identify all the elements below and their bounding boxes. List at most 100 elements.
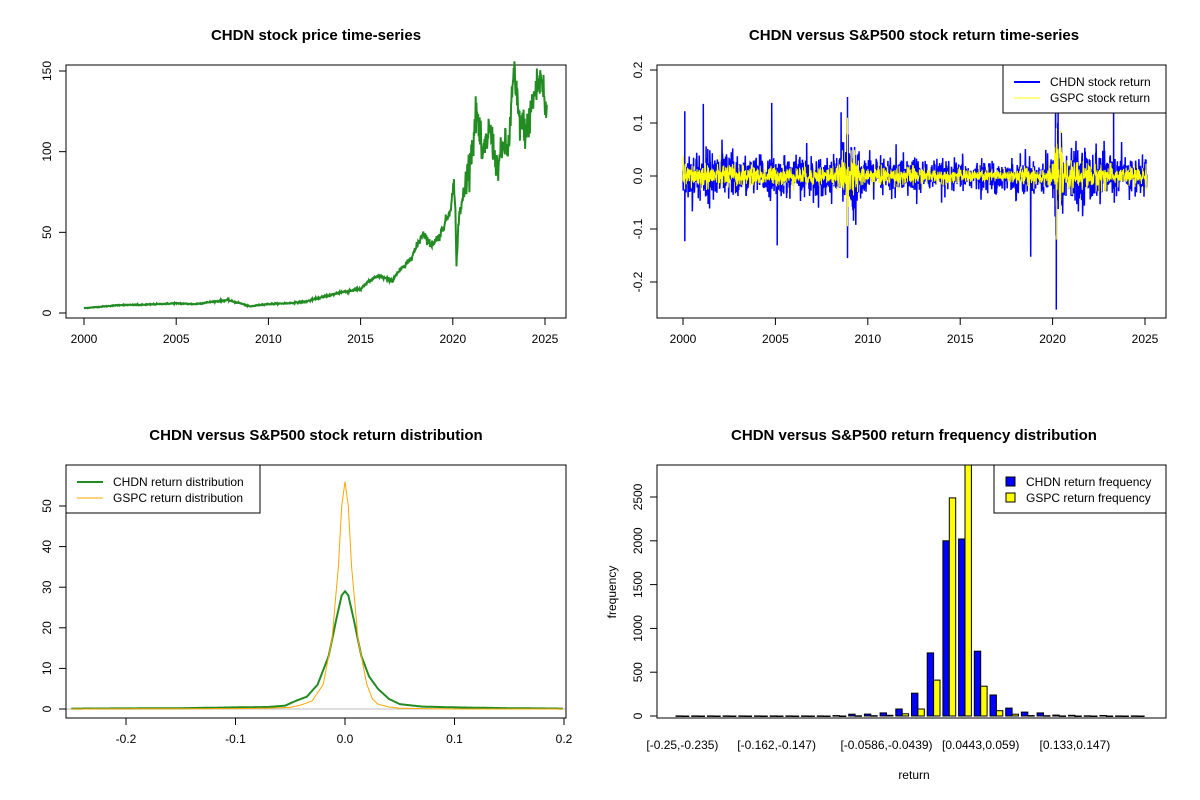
returns-legend-label-chdn: CHDN stock return — [1050, 75, 1151, 89]
returns-y-tick-label: 0.1 — [631, 114, 645, 131]
gspc-frequency-bar — [1011, 713, 1019, 717]
density-legend-label-gspc: GSPC return distribution — [113, 491, 243, 505]
gspc-frequency-bar — [854, 715, 862, 717]
chdn-frequency-bar — [738, 715, 746, 717]
density-y-tick-label: 0 — [40, 705, 54, 712]
histogram-y-tick-label: 2000 — [631, 527, 645, 554]
chdn-frequency-bar — [989, 694, 997, 717]
gspc-frequency-bar — [823, 715, 831, 717]
price-x-tick-label: 2010 — [255, 332, 282, 346]
returns-x-tick-label: 2010 — [854, 332, 881, 346]
price-x-axis: 2000 2005 2010 2015 2020 2025 — [71, 317, 559, 346]
chdn-frequency-bar — [754, 715, 762, 717]
chdn-frequency-bar — [848, 713, 856, 717]
histogram-x-tick-label: [0.133,0.147) — [1040, 738, 1111, 752]
chdn-frequency-bar — [1068, 714, 1076, 717]
price-y-tick-label: 100 — [40, 141, 54, 161]
density-x-tick-label: -0.1 — [225, 732, 246, 746]
price-line — [83, 61, 548, 310]
chdn-frequency-bar — [1005, 707, 1013, 717]
chdn-frequency-bar — [785, 715, 793, 717]
density-series — [71, 481, 563, 710]
price-x-tick-label: 2005 — [163, 332, 190, 346]
returns-y-tick-label: 0.0 — [631, 167, 645, 184]
chdn-frequency-bar — [926, 652, 935, 717]
density-y-tick-label: 30 — [40, 580, 54, 594]
gspc-frequency-bar — [838, 715, 847, 717]
gspc-return-line — [682, 117, 1148, 240]
price-y-tick-label: 0 — [40, 309, 54, 316]
density-y-tick-label: 10 — [40, 661, 54, 675]
histogram-x-label: return — [898, 768, 929, 782]
returns-x-tick-label: 2000 — [670, 332, 697, 346]
chdn-frequency-bar — [973, 650, 982, 717]
histogram-x-tick-label: [-0.25,-0.235) — [646, 738, 718, 752]
price-title: CHDN stock price time-series — [211, 27, 421, 44]
returns-y-axis: -0.2 -0.1 0.0 0.1 0.2 — [631, 61, 658, 292]
price-y-axis: 0 50 100 150 — [40, 61, 67, 316]
histogram-legend-label-chdn: CHDN return frequency — [1026, 475, 1151, 489]
histogram-legend-label-gspc: GSPC return frequency — [1026, 491, 1151, 505]
price-x-tick-label: 2000 — [71, 332, 98, 346]
chdn-frequency-bar — [1130, 715, 1139, 717]
chdn-frequency-bar — [706, 715, 715, 717]
chdn-frequency-bar — [958, 538, 966, 717]
gspc-frequency-bar — [1121, 715, 1129, 717]
gspc-frequency-bar — [1058, 715, 1067, 717]
gspc-frequency-bar — [933, 679, 941, 717]
gspc-frequency-bar — [980, 685, 988, 717]
gspc-frequency-bar — [886, 714, 894, 717]
price-x-tick-label: 2015 — [347, 332, 374, 346]
density-x-axis: -0.2 -0.1 0.0 0.1 0.2 — [116, 717, 573, 746]
density-legend: CHDN return distribution GSPC return dis… — [65, 464, 261, 514]
density-y-tick-label: 40 — [40, 540, 54, 554]
density-title: CHDN versus S&P500 stock return distribu… — [149, 427, 482, 444]
histogram-legend-swatch-gspc — [1005, 492, 1016, 503]
gspc-frequency-bar — [1090, 715, 1098, 717]
density-y-axis: 0 10 20 30 40 50 — [40, 499, 67, 712]
chdn-frequency-bar — [879, 712, 887, 717]
chdn-frequency-bar — [1115, 715, 1123, 717]
histogram-y-label: frequency — [605, 566, 619, 619]
panel-histogram: CHDN versus S&P500 return frequency dist… — [605, 427, 1167, 782]
price-plot-frame — [65, 64, 567, 319]
returns-legend: CHDN stock return GSPC stock return — [1002, 64, 1167, 114]
returns-y-tick-label: -0.2 — [631, 271, 645, 292]
histogram-legend: CHDN return frequency GSPC return freque… — [993, 464, 1167, 514]
returns-x-tick-label: 2015 — [947, 332, 974, 346]
chdn-frequency-bar — [1099, 715, 1107, 717]
returns-series — [682, 96, 1148, 310]
returns-x-tick-label: 2025 — [1132, 332, 1159, 346]
price-x-tick-label: 2020 — [439, 332, 466, 346]
gspc-frequency-bar — [760, 715, 768, 717]
gspc-frequency-bar — [917, 708, 925, 717]
histogram-y-tick-label: 500 — [631, 662, 645, 682]
gspc-frequency-bar — [948, 497, 957, 717]
gspc-frequency-bar — [1043, 715, 1051, 717]
gspc-frequency-bar — [713, 715, 721, 717]
chdn-frequency-bar — [1036, 712, 1044, 717]
gspc-frequency-bar — [901, 713, 910, 717]
chdn-frequency-bar — [675, 715, 683, 717]
histogram-x-axis: [-0.25,-0.235) [-0.162,-0.147) [-0.0586,-0… — [646, 738, 1110, 752]
gspc-frequency-bar — [729, 715, 737, 717]
returns-legend-label-gspc: GSPC stock return — [1050, 91, 1150, 105]
chdn-return-line — [682, 96, 1148, 310]
density-legend-label-chdn: CHDN return distribution — [113, 475, 244, 489]
gspc-frequency-bar — [1105, 715, 1114, 717]
histogram-title: CHDN versus S&P500 return frequency dist… — [731, 427, 1097, 444]
gspc-frequency-bar — [1074, 715, 1082, 717]
histogram-x-tick-label: [-0.162,-0.147) — [737, 738, 816, 752]
returns-legend-box — [1002, 64, 1167, 114]
histogram-x-tick-label: [0.0443,0.059) — [942, 738, 1019, 752]
chdn-frequency-bar — [832, 715, 840, 717]
price-y-tick-label: 150 — [40, 61, 54, 81]
chdn-frequency-bar — [863, 713, 872, 717]
gspc-density-line — [71, 481, 563, 710]
gspc-frequency-bar — [1137, 715, 1145, 717]
gspc-frequency-bar — [870, 715, 878, 717]
returns-x-tick-label: 2020 — [1039, 332, 1066, 346]
gspc-frequency-bar — [681, 715, 690, 717]
chdn-frequency-bar — [1020, 711, 1029, 717]
price-y-tick-label: 50 — [40, 225, 54, 239]
